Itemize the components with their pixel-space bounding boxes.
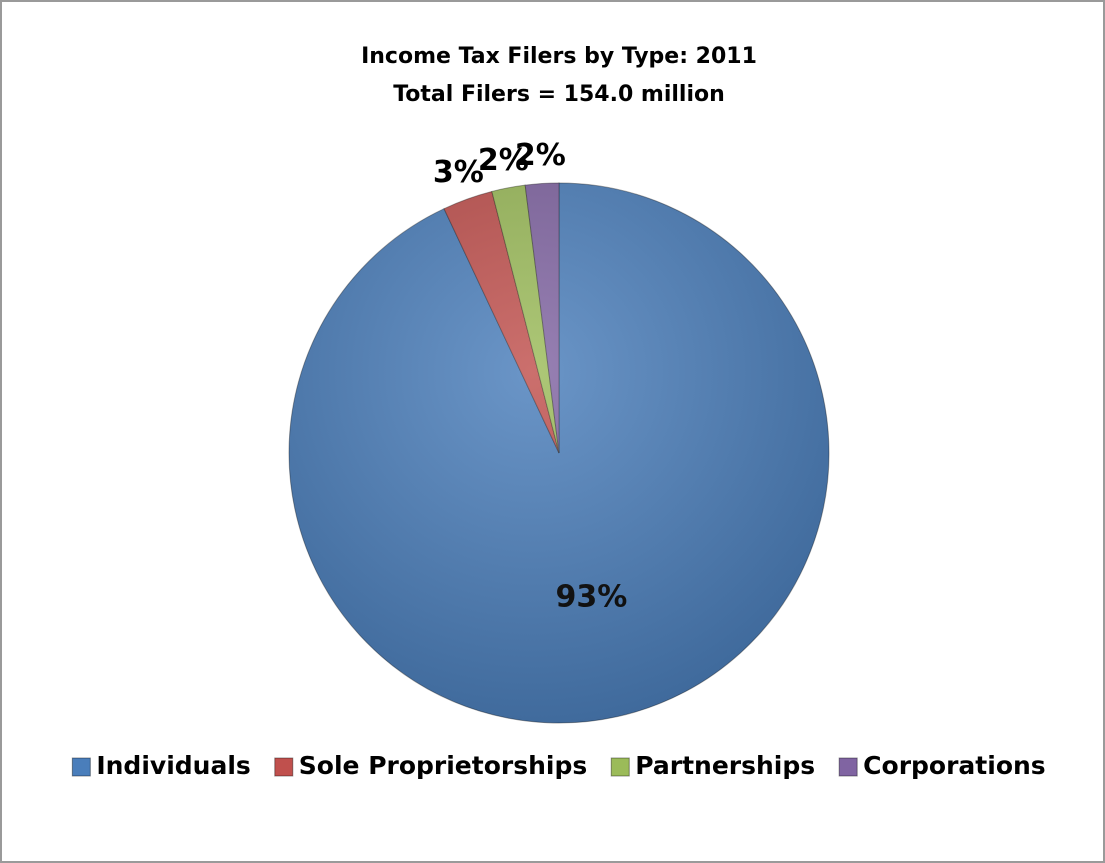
legend-label: Partnerships (635, 751, 815, 780)
chart-title: Income Tax Filers by Type: 2011 (361, 44, 757, 69)
legend-swatch (610, 757, 630, 777)
data-label: 2% (515, 138, 566, 173)
data-label: 93% (555, 579, 627, 614)
legend-label: Corporations (863, 751, 1046, 780)
legend-label: Individuals (96, 751, 250, 780)
data-label: 3% (433, 155, 484, 190)
chart-subtitle: Total Filers = 154.0 million (393, 82, 725, 107)
legend-swatch (838, 757, 858, 777)
legend-label: Sole Proprietorships (299, 751, 587, 780)
legend: Individuals Sole Proprietorships Partnersh… (71, 751, 1046, 780)
legend-swatch (71, 757, 91, 777)
legend-swatch (274, 757, 294, 777)
data-label: 2% (478, 143, 529, 178)
